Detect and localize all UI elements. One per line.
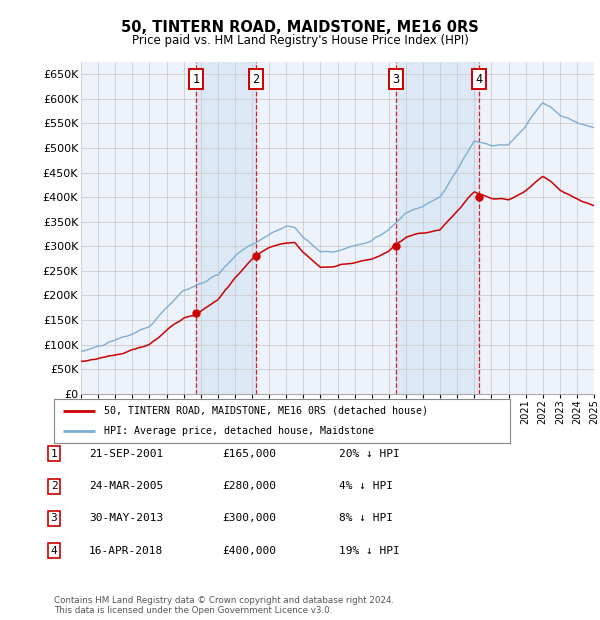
Text: 2: 2 [253, 73, 259, 86]
Text: 30-MAY-2013: 30-MAY-2013 [89, 513, 163, 523]
Text: 1: 1 [193, 73, 199, 86]
Text: 20% ↓ HPI: 20% ↓ HPI [339, 449, 400, 459]
Text: Contains HM Land Registry data © Crown copyright and database right 2024.
This d: Contains HM Land Registry data © Crown c… [54, 596, 394, 615]
Text: HPI: Average price, detached house, Maidstone: HPI: Average price, detached house, Maid… [104, 426, 374, 436]
Bar [196, 62, 256, 394]
Bar [396, 62, 479, 394]
Text: Price paid vs. HM Land Registry's House Price Index (HPI): Price paid vs. HM Land Registry's House … [131, 34, 469, 47]
Text: 50, TINTERN ROAD, MAIDSTONE, ME16 0RS: 50, TINTERN ROAD, MAIDSTONE, ME16 0RS [121, 20, 479, 35]
Text: 2: 2 [50, 481, 58, 491]
Text: £300,000: £300,000 [222, 513, 276, 523]
Text: 3: 3 [392, 73, 400, 86]
Text: 4: 4 [50, 546, 58, 556]
Text: 19% ↓ HPI: 19% ↓ HPI [339, 546, 400, 556]
Text: £165,000: £165,000 [222, 449, 276, 459]
Text: 16-APR-2018: 16-APR-2018 [89, 546, 163, 556]
Text: 4: 4 [476, 73, 483, 86]
Text: 3: 3 [50, 513, 58, 523]
Text: 4% ↓ HPI: 4% ↓ HPI [339, 481, 393, 491]
Text: 50, TINTERN ROAD, MAIDSTONE, ME16 0RS (detached house): 50, TINTERN ROAD, MAIDSTONE, ME16 0RS (d… [104, 405, 428, 416]
Text: 24-MAR-2005: 24-MAR-2005 [89, 481, 163, 491]
Text: 21-SEP-2001: 21-SEP-2001 [89, 449, 163, 459]
Text: £280,000: £280,000 [222, 481, 276, 491]
Text: £400,000: £400,000 [222, 546, 276, 556]
Text: 1: 1 [50, 449, 58, 459]
Text: 8% ↓ HPI: 8% ↓ HPI [339, 513, 393, 523]
